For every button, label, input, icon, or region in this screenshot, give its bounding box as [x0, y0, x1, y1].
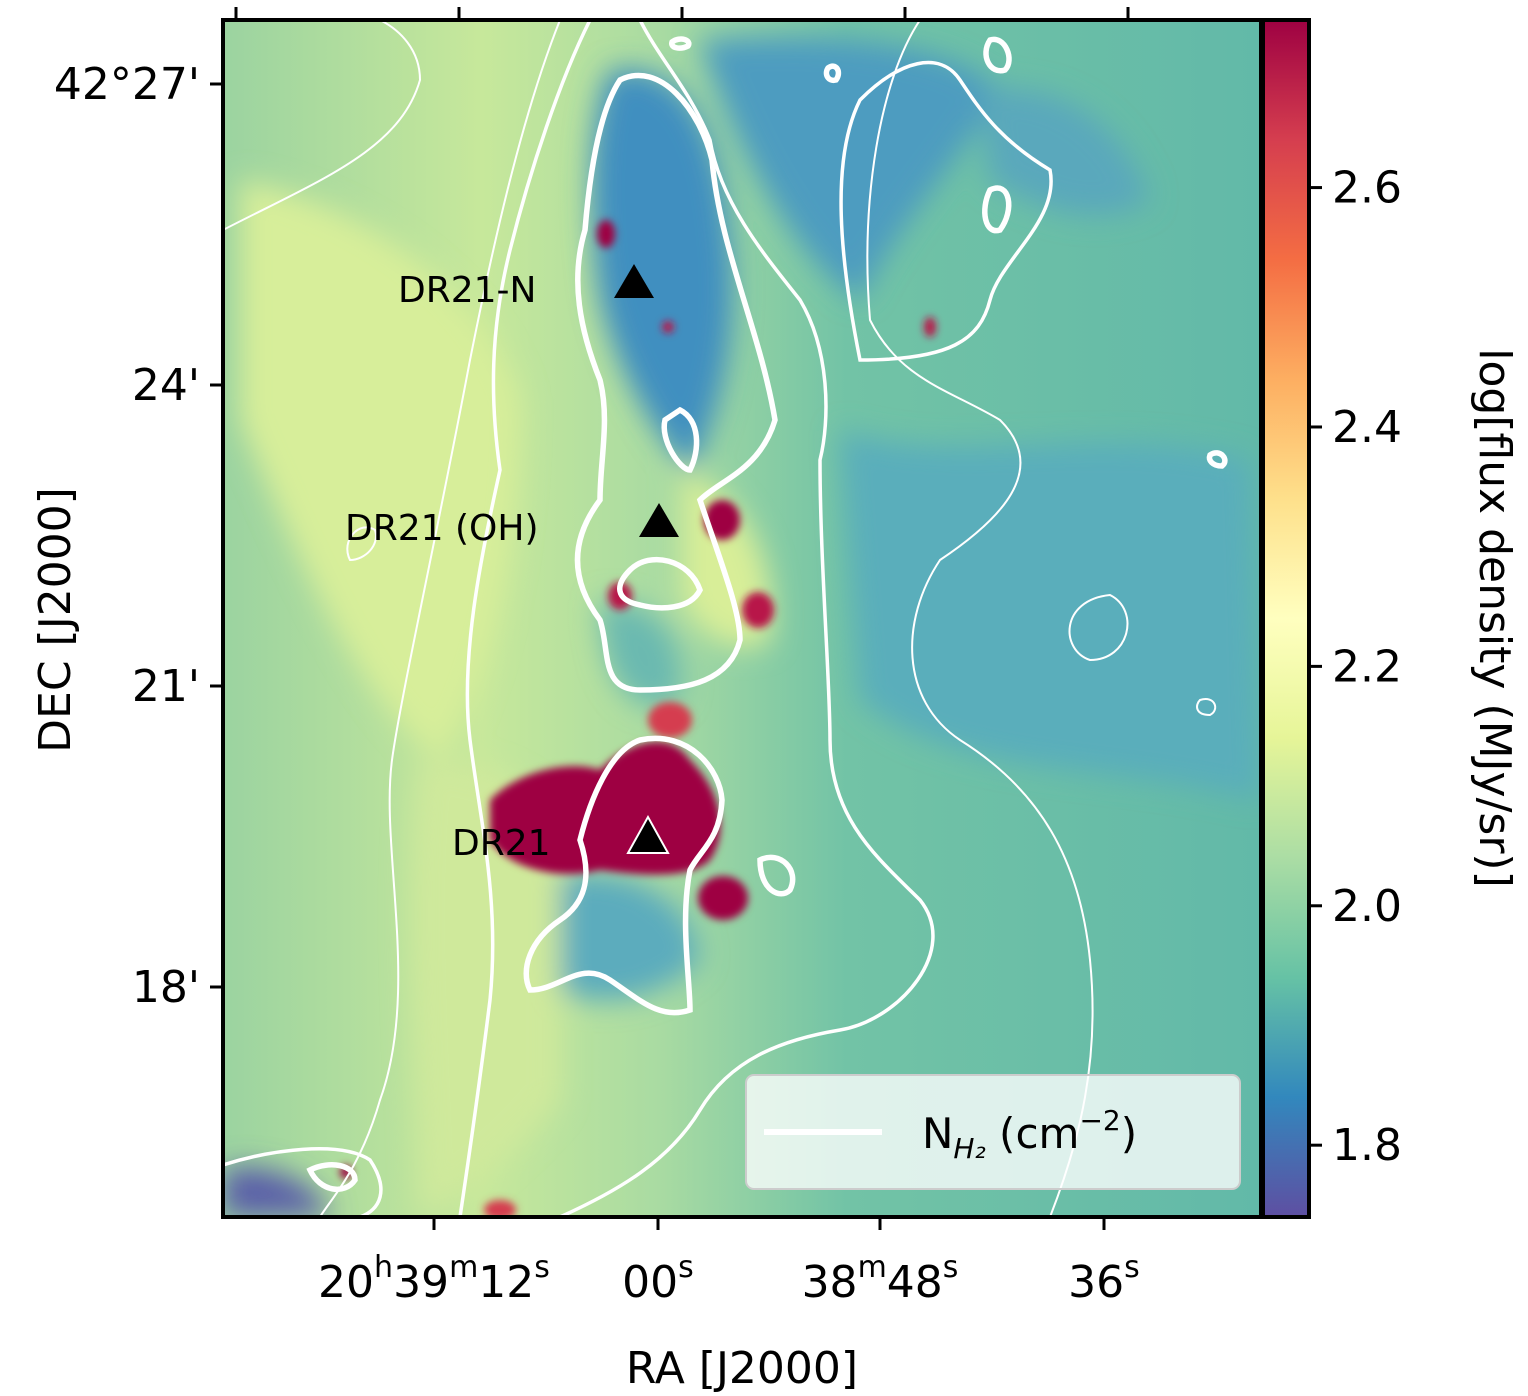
- colorbar-tick-label-3: 2.4: [1332, 402, 1402, 453]
- colorbar-frame: [1261, 18, 1311, 1219]
- colorbar: 1.8 2.0 2.2 2.4 2.6 log[flux density (MJy/sr…: [1261, 18, 1520, 1219]
- y-tick-label-3: 18': [132, 962, 200, 1013]
- y-axis-label: DEC [J2000]: [30, 487, 81, 753]
- x-tick-labels: 20h39m12s 00s 38m48s 36s: [318, 1250, 1140, 1308]
- colorbar-tick-label-2: 2.2: [1332, 641, 1402, 692]
- source-label-dr21: DR21: [452, 823, 551, 864]
- x-tick-label-1: 00s: [622, 1250, 694, 1308]
- y-tick-labels: 42°27' 24' 21' 18': [54, 59, 200, 1013]
- source-markers: DR21-N DR21 (OH) DR21: [345, 264, 679, 864]
- y-tick-label-1: 24': [132, 360, 200, 411]
- source-marker-dr21: [626, 814, 670, 854]
- x-tick-label-0: 20h39m12s: [318, 1250, 550, 1308]
- x-axis: [234, 7, 1130, 1230]
- legend-box: [745, 1074, 1241, 1190]
- colorbar-ticks: 1.8 2.0 2.2 2.4 2.6: [1309, 163, 1402, 1171]
- legend: NH₂ (cm−2): [745, 1074, 1241, 1190]
- source-marker-dr21-n: [614, 264, 654, 298]
- colorbar-tick-label-4: 2.6: [1332, 163, 1402, 214]
- colorbar-label: log[flux density (MJy/sr)]: [1469, 348, 1520, 888]
- x-tick-label-2: 38m48s: [802, 1250, 959, 1308]
- flux-image: [223, 20, 1261, 1217]
- x-axis-label: RA [J2000]: [626, 1343, 858, 1394]
- source-label-dr21-oh: DR21 (OH): [345, 508, 538, 549]
- colorbar-tick-label-0: 1.8: [1332, 1120, 1402, 1171]
- legend-label: NH₂ (cm−2): [922, 1104, 1137, 1165]
- y-tick-label-0: 42°27': [54, 59, 200, 110]
- colorbar-tick-label-1: 2.0: [1332, 881, 1402, 932]
- source-marker-dr21-oh: [639, 503, 679, 537]
- y-tick-label-2: 21': [132, 661, 200, 712]
- x-tick-label-3: 36s: [1068, 1250, 1140, 1308]
- colorbar-gradient: [1263, 20, 1309, 1217]
- source-label-dr21-n: DR21-N: [398, 270, 536, 311]
